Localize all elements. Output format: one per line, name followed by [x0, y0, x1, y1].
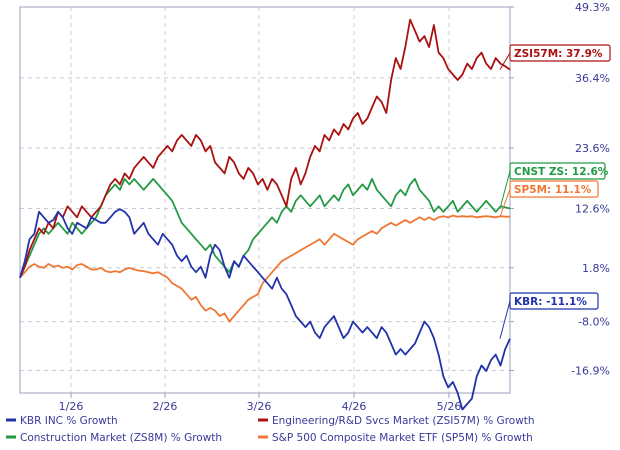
end-label-connector — [499, 300, 511, 339]
x-tick-label: 3/26 — [247, 400, 272, 413]
legend-item-2: Construction Market (ZS8M) % Growth — [6, 432, 222, 444]
end-label-3: SP5M: 11.1% — [499, 180, 599, 217]
plot-frame — [19, 6, 511, 394]
legend-item-3: S&P 500 Composite Market ETF (SP5M) % Gr… — [258, 432, 533, 444]
end-label-connector — [499, 170, 511, 209]
series-layer — [19, 18, 511, 411]
end-label-box — [509, 44, 611, 62]
x-tick-label: 2/26 — [153, 400, 178, 413]
legend-label: KBR INC % Growth — [20, 415, 118, 427]
end-label-connector — [499, 52, 511, 70]
end-label-text: SP5M: 11.1% — [514, 184, 592, 196]
x-tick-label: 4/26 — [342, 400, 367, 413]
y-tick-label: -8.0% — [578, 316, 610, 329]
y-axis-ticks: 49.3% 36.4% 23.6% 12.6% 1.8% -8.0% -16.9% — [510, 1, 610, 377]
y-tick-label: -16.9% — [571, 364, 610, 377]
end-label-2: CNST ZS: 12.6% — [499, 162, 609, 209]
y-tick-label: 12.6% — [575, 203, 610, 216]
legend-label: Engineering/R&D Svcs Market (ZSI57M) % G… — [272, 415, 535, 427]
legend-item-0: KBR INC % Growth — [6, 415, 118, 427]
legend-item-1: Engineering/R&D Svcs Market (ZSI57M) % G… — [258, 415, 535, 427]
end-label-connector — [499, 188, 511, 217]
x-tick-label: 1/26 — [59, 400, 84, 413]
end-label-box — [509, 180, 599, 198]
legend: KBR INC % Growth Engineering/R&D Svcs Mar… — [6, 415, 535, 444]
end-label-box — [509, 292, 599, 310]
end-label-0: KBR: -11.1% — [499, 292, 599, 339]
y-tick-label: 49.3% — [575, 1, 610, 14]
series-line-0 — [19, 208, 511, 411]
y-tick-label: 23.6% — [575, 142, 610, 155]
end-labels: ZSI57M: 37.9% CNST ZS: 12.6% SP5M: 11.1% KB… — [499, 44, 611, 339]
x-axis-ticks: 1/26 2/26 3/26 4/26 5/26 — [59, 393, 462, 413]
y-tick-label: 36.4% — [575, 72, 610, 85]
grid — [20, 6, 510, 393]
legend-label: Construction Market (ZS8M) % Growth — [20, 432, 222, 444]
y-tick-label: 1.8% — [582, 262, 610, 275]
legend-label: S&P 500 Composite Market ETF (SP5M) % Gr… — [272, 432, 533, 444]
x-tick-label: 5/26 — [437, 400, 462, 413]
series-line-1 — [19, 18, 511, 279]
end-label-text: KBR: -11.1% — [514, 296, 587, 308]
end-label-1: ZSI57M: 37.9% — [499, 44, 611, 70]
end-label-box — [509, 162, 606, 180]
end-label-text: CNST ZS: 12.6% — [514, 166, 609, 178]
end-label-text: ZSI57M: 37.9% — [514, 48, 603, 60]
